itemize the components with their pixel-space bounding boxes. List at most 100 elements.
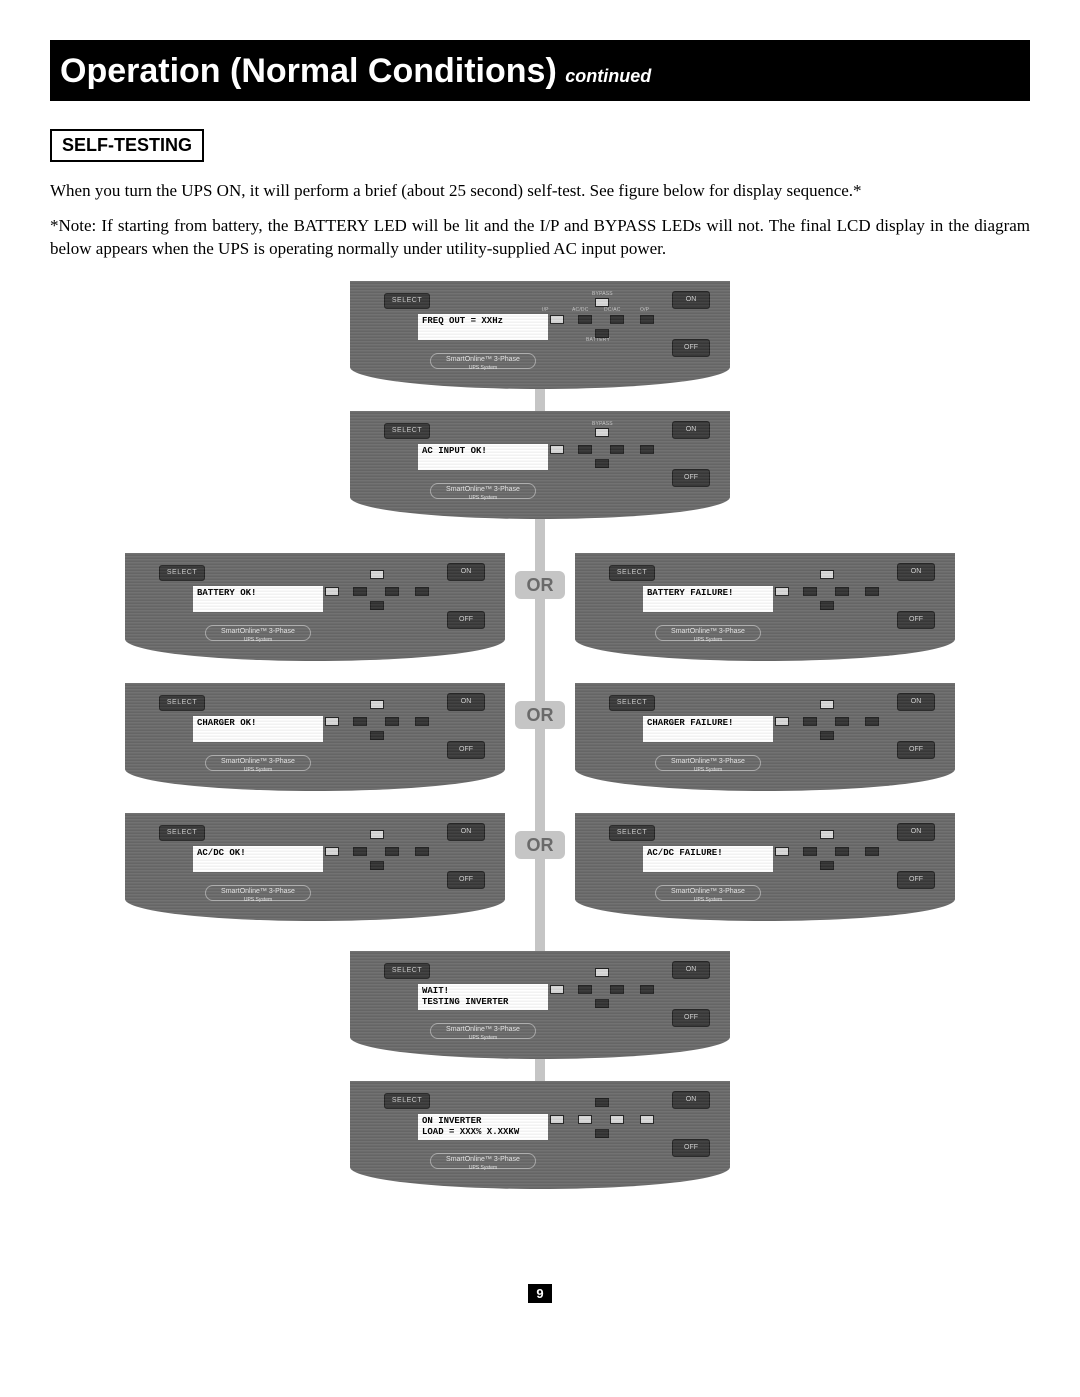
brand-label: SmartOnline™ 3-PhaseUPS System: [655, 755, 761, 771]
off-button[interactable]: OFF: [672, 339, 710, 357]
led-ip: [775, 847, 789, 856]
led-acdc: [353, 847, 367, 856]
led-acdc: [578, 1115, 592, 1124]
on-button[interactable]: ON: [897, 823, 935, 841]
led-acdc: [803, 847, 817, 856]
select-button[interactable]: SELECT: [384, 293, 430, 309]
led-label-bypass: BYPASS: [592, 291, 613, 297]
on-button[interactable]: ON: [447, 563, 485, 581]
brand-label: SmartOnline™ 3-PhaseUPS System: [430, 1153, 536, 1169]
off-button[interactable]: OFF: [447, 611, 485, 629]
led-bypass: [820, 830, 834, 839]
off-button[interactable]: OFF: [897, 741, 935, 759]
lcd-display: WAIT! TESTING INVERTER: [418, 984, 548, 1010]
led-battery: [370, 601, 384, 610]
led-block: [325, 823, 435, 883]
select-button[interactable]: SELECT: [609, 825, 655, 841]
title-continued: continued: [565, 66, 651, 86]
brand-text: SmartOnline™ 3-Phase: [221, 888, 295, 895]
brand-label: SmartOnline™ 3-PhaseUPS System: [205, 755, 311, 771]
off-button[interactable]: OFF: [672, 1139, 710, 1157]
on-button[interactable]: ON: [672, 1091, 710, 1109]
led-bypass: [820, 570, 834, 579]
led-ip: [550, 985, 564, 994]
select-button[interactable]: SELECT: [609, 565, 655, 581]
on-button[interactable]: ON: [447, 823, 485, 841]
off-button[interactable]: OFF: [897, 871, 935, 889]
brand-text: SmartOnline™ 3-Phase: [446, 1026, 520, 1033]
panel-battery-ok: SELECT BATTERY OK! SmartOnline™ 3-PhaseU…: [125, 553, 505, 661]
led-acdc: [578, 315, 592, 324]
led-op: [865, 717, 879, 726]
page-number-container: 9: [50, 1285, 1030, 1303]
brand-label: SmartOnline™ 3-PhaseUPS System: [430, 1023, 536, 1039]
panel-battery-failure: SELECT BATTERY FAILURE! SmartOnline™ 3-P…: [575, 553, 955, 661]
brand-subtext: UPS System: [206, 766, 310, 775]
led-block: [550, 1091, 660, 1151]
led-block: [325, 693, 435, 753]
brand-text: SmartOnline™ 3-Phase: [221, 758, 295, 765]
led-acdc: [578, 445, 592, 454]
select-button[interactable]: SELECT: [384, 423, 430, 439]
led-block: [775, 693, 885, 753]
off-button[interactable]: OFF: [672, 469, 710, 487]
select-button[interactable]: SELECT: [384, 1093, 430, 1109]
off-button[interactable]: OFF: [447, 741, 485, 759]
on-button[interactable]: ON: [897, 563, 935, 581]
off-button[interactable]: OFF: [672, 1009, 710, 1027]
led-acdc: [353, 587, 367, 596]
brand-subtext: UPS System: [656, 766, 760, 775]
led-battery: [820, 601, 834, 610]
led-op: [640, 315, 654, 324]
self-test-diagram: OR OR OR SELECT FREQ OUT = XXHz SmartOnl…: [115, 281, 965, 1261]
led-battery: [370, 731, 384, 740]
led-acdc: [803, 587, 817, 596]
paragraph-note: *Note: If starting from battery, the BAT…: [50, 215, 1030, 261]
lcd-display: AC/DC FAILURE!: [643, 846, 773, 872]
led-acdc: [353, 717, 367, 726]
on-button[interactable]: ON: [672, 421, 710, 439]
led-ip: [325, 847, 339, 856]
panel-acdc-ok: SELECT AC/DC OK! SmartOnline™ 3-PhaseUPS…: [125, 813, 505, 921]
select-button[interactable]: SELECT: [609, 695, 655, 711]
led-battery: [595, 1129, 609, 1138]
led-bypass: [370, 570, 384, 579]
brand-text: SmartOnline™ 3-Phase: [446, 356, 520, 363]
led-block: [550, 961, 660, 1021]
brand-label: SmartOnline™ 3-PhaseUPS System: [430, 353, 536, 369]
led-dcac: [610, 985, 624, 994]
on-button[interactable]: ON: [897, 693, 935, 711]
brand-label: SmartOnline™ 3-PhaseUPS System: [655, 625, 761, 641]
led-bypass: [370, 830, 384, 839]
lcd-display: BATTERY FAILURE!: [643, 586, 773, 612]
on-button[interactable]: ON: [672, 961, 710, 979]
led-label-acdc: AC/DC: [572, 307, 589, 313]
led-battery: [370, 861, 384, 870]
on-button[interactable]: ON: [447, 693, 485, 711]
select-button[interactable]: SELECT: [159, 695, 205, 711]
lcd-display: AC/DC OK!: [193, 846, 323, 872]
led-dcac: [610, 445, 624, 454]
on-button[interactable]: ON: [672, 291, 710, 309]
led-op: [415, 717, 429, 726]
select-button[interactable]: SELECT: [159, 825, 205, 841]
off-button[interactable]: OFF: [447, 871, 485, 889]
led-block: [325, 563, 435, 623]
panel-acdc-failure: SELECT AC/DC FAILURE! SmartOnline™ 3-Pha…: [575, 813, 955, 921]
off-button[interactable]: OFF: [897, 611, 935, 629]
led-op: [415, 847, 429, 856]
led-op: [415, 587, 429, 596]
led-op: [640, 985, 654, 994]
brand-text: SmartOnline™ 3-Phase: [446, 486, 520, 493]
led-dcac: [835, 847, 849, 856]
brand-text: SmartOnline™ 3-Phase: [446, 1156, 520, 1163]
led-dcac: [835, 587, 849, 596]
lcd-display: FREQ OUT = XXHz: [418, 314, 548, 340]
led-label-bypass: BYPASS: [592, 421, 613, 427]
select-button[interactable]: SELECT: [384, 963, 430, 979]
led-bypass: [820, 700, 834, 709]
panel-freq-out: SELECT FREQ OUT = XXHz SmartOnline™ 3-Ph…: [350, 281, 730, 389]
brand-text: SmartOnline™ 3-Phase: [671, 888, 745, 895]
brand-subtext: UPS System: [206, 896, 310, 905]
select-button[interactable]: SELECT: [159, 565, 205, 581]
